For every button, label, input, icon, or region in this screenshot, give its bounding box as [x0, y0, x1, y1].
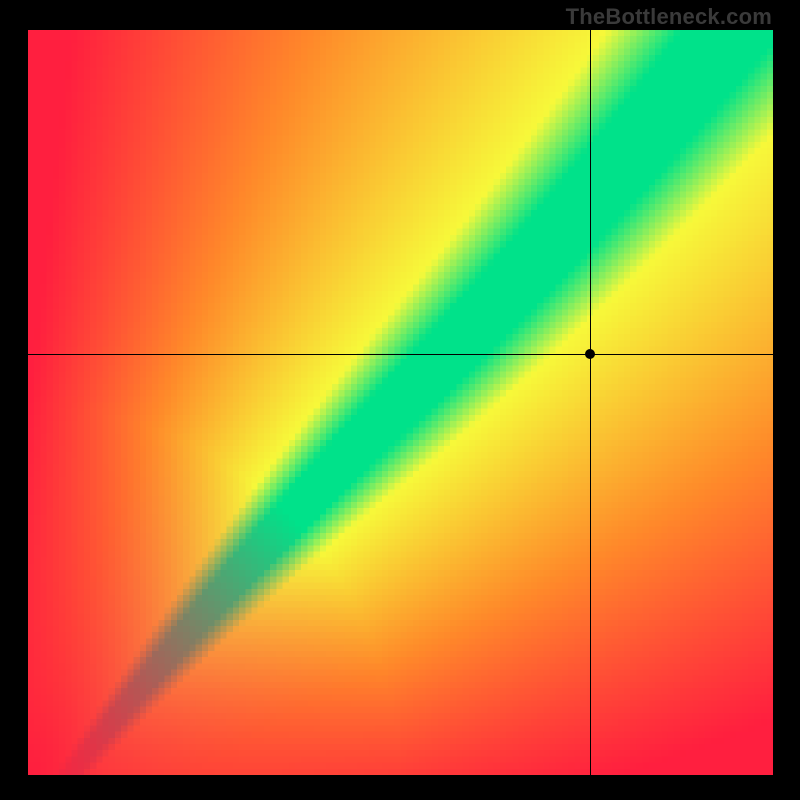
watermark-text: TheBottleneck.com: [566, 4, 772, 30]
bottleneck-heatmap: [28, 30, 773, 775]
crosshair-horizontal: [28, 354, 773, 355]
chart-container: TheBottleneck.com: [0, 0, 800, 800]
crosshair-vertical: [590, 30, 591, 775]
